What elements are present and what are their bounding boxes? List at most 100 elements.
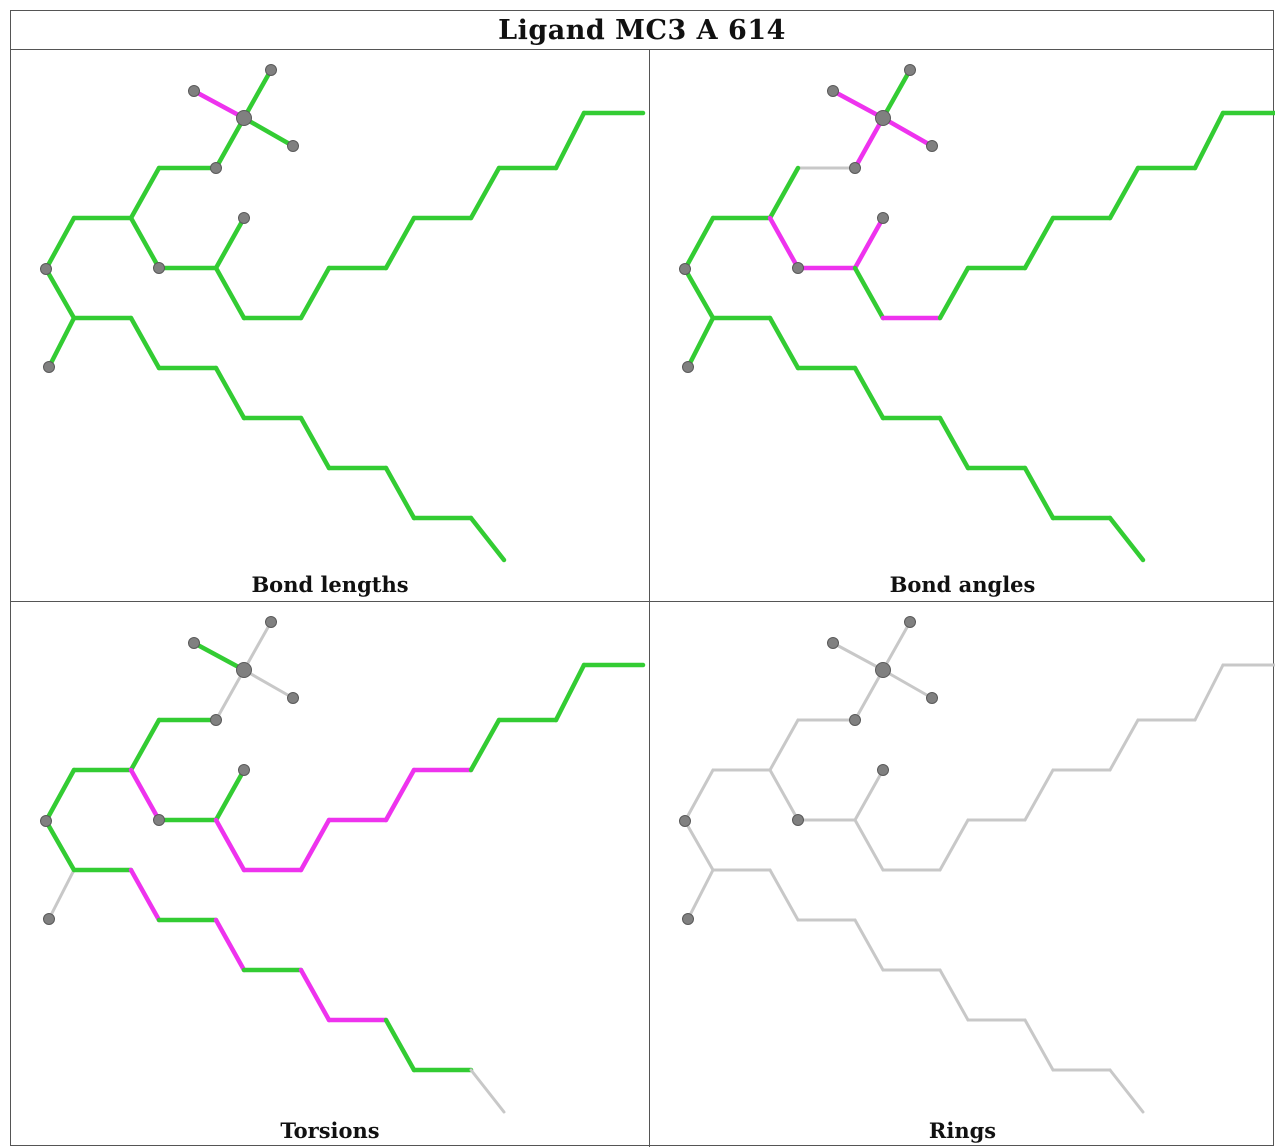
- bond-good: [383, 465, 417, 521]
- heteroatom: [153, 262, 165, 274]
- bond-outlier: [298, 817, 332, 873]
- bond-neutral: [214, 668, 246, 722]
- torsions-molecule: [40, 616, 646, 1114]
- bond-good: [685, 315, 716, 370]
- bond-neutral: [686, 868, 715, 921]
- heteroatom: [904, 64, 916, 76]
- bond-good: [852, 365, 886, 421]
- bond-good: [241, 67, 274, 121]
- bond-outlier: [128, 767, 162, 823]
- bond-good: [553, 110, 587, 171]
- bond-good: [553, 662, 587, 723]
- bond-outlier: [383, 767, 417, 823]
- bond-neutral: [469, 1068, 506, 1114]
- heteroatom: [188, 85, 200, 97]
- bond-good: [213, 767, 247, 823]
- bond-outlier: [830, 88, 886, 121]
- heteroatom: [877, 764, 889, 776]
- title-divider: [11, 49, 1273, 50]
- bond-good: [1022, 465, 1056, 521]
- bond-good: [191, 640, 247, 673]
- bond-outlier: [767, 215, 801, 271]
- bond-neutral: [881, 668, 934, 700]
- heteroatom: [827, 85, 839, 97]
- bond-good: [468, 165, 502, 221]
- heteroatom: [287, 692, 299, 704]
- heteroatom: [926, 140, 938, 152]
- panel-caption-torsions: Torsions: [280, 1118, 380, 1143]
- bond-good: [1107, 515, 1146, 563]
- bond-neutral: [853, 668, 885, 722]
- heteroatom: [827, 637, 839, 649]
- heteroatom: [43, 913, 55, 925]
- bond-good: [128, 717, 162, 773]
- bond-neutral: [768, 718, 800, 772]
- bond-good: [682, 215, 716, 272]
- heteroatom: [238, 764, 250, 776]
- bond-good: [852, 265, 886, 321]
- heteroatom: [875, 662, 891, 678]
- heteroatom: [679, 815, 691, 827]
- bond-neutral: [853, 818, 885, 872]
- bond-good: [468, 515, 507, 563]
- panel-bond-lengths: Bond lengths: [11, 50, 649, 601]
- bond-neutral: [881, 620, 912, 672]
- bond-neutral: [1108, 718, 1140, 772]
- heteroatom: [210, 162, 222, 174]
- heteroatom: [188, 637, 200, 649]
- bond-neutral: [242, 620, 273, 672]
- panel-torsions: Torsions: [11, 602, 649, 1147]
- bond-good: [383, 1017, 417, 1073]
- heteroatom: [849, 714, 861, 726]
- bond-good: [128, 215, 162, 271]
- bond-neutral: [853, 918, 885, 972]
- heteroatom: [210, 714, 222, 726]
- heteroatom: [40, 815, 52, 827]
- bond-outlier: [213, 817, 247, 873]
- ligand-validation-figure: Ligand MC3 A 614 Bond lengths Bond angle…: [10, 10, 1275, 1147]
- bond-lengths-molecule: [40, 64, 646, 563]
- bond-neutral: [831, 641, 885, 672]
- bond-outlier: [213, 917, 247, 973]
- heteroatom: [43, 361, 55, 373]
- bond-good: [43, 818, 77, 873]
- panel-bond-angles: Bond angles: [650, 50, 1275, 601]
- bond-outlier: [852, 115, 886, 171]
- heteroatom: [265, 64, 277, 76]
- bond-good: [46, 315, 77, 370]
- bond-neutral: [768, 868, 800, 922]
- heteroatom: [238, 212, 250, 224]
- figure-title: Ligand MC3 A 614: [498, 14, 786, 46]
- bond-neutral: [683, 768, 715, 823]
- bond-neutral: [1193, 663, 1225, 722]
- bond-good: [128, 165, 162, 221]
- bond-good: [298, 415, 332, 471]
- bond-good: [43, 215, 77, 272]
- column-divider: [649, 49, 650, 1147]
- bond-good: [937, 265, 971, 321]
- bond-good: [1022, 215, 1056, 271]
- bond-good: [43, 767, 77, 824]
- heteroatom: [236, 662, 252, 678]
- bond-good: [682, 266, 716, 321]
- bond-angles-molecule: [679, 64, 1275, 563]
- heteroatom: [904, 616, 916, 628]
- panel-caption-bond-angles: Bond angles: [889, 572, 1036, 597]
- bond-neutral: [1023, 768, 1055, 822]
- heteroatom: [265, 616, 277, 628]
- heteroatom: [792, 814, 804, 826]
- bond-good: [383, 215, 417, 271]
- bond-neutral: [242, 668, 295, 700]
- heteroatom: [877, 212, 889, 224]
- bond-good: [213, 115, 247, 171]
- bond-neutral: [1108, 1068, 1145, 1114]
- bond-good: [937, 415, 971, 471]
- panel-caption-rings: Rings: [928, 1118, 997, 1143]
- heteroatom: [875, 110, 891, 126]
- bond-good: [241, 115, 296, 149]
- heteroatom: [682, 913, 694, 925]
- bond-good: [1107, 165, 1141, 221]
- bond-outlier: [852, 215, 886, 271]
- heteroatom: [849, 162, 861, 174]
- heteroatom: [926, 692, 938, 704]
